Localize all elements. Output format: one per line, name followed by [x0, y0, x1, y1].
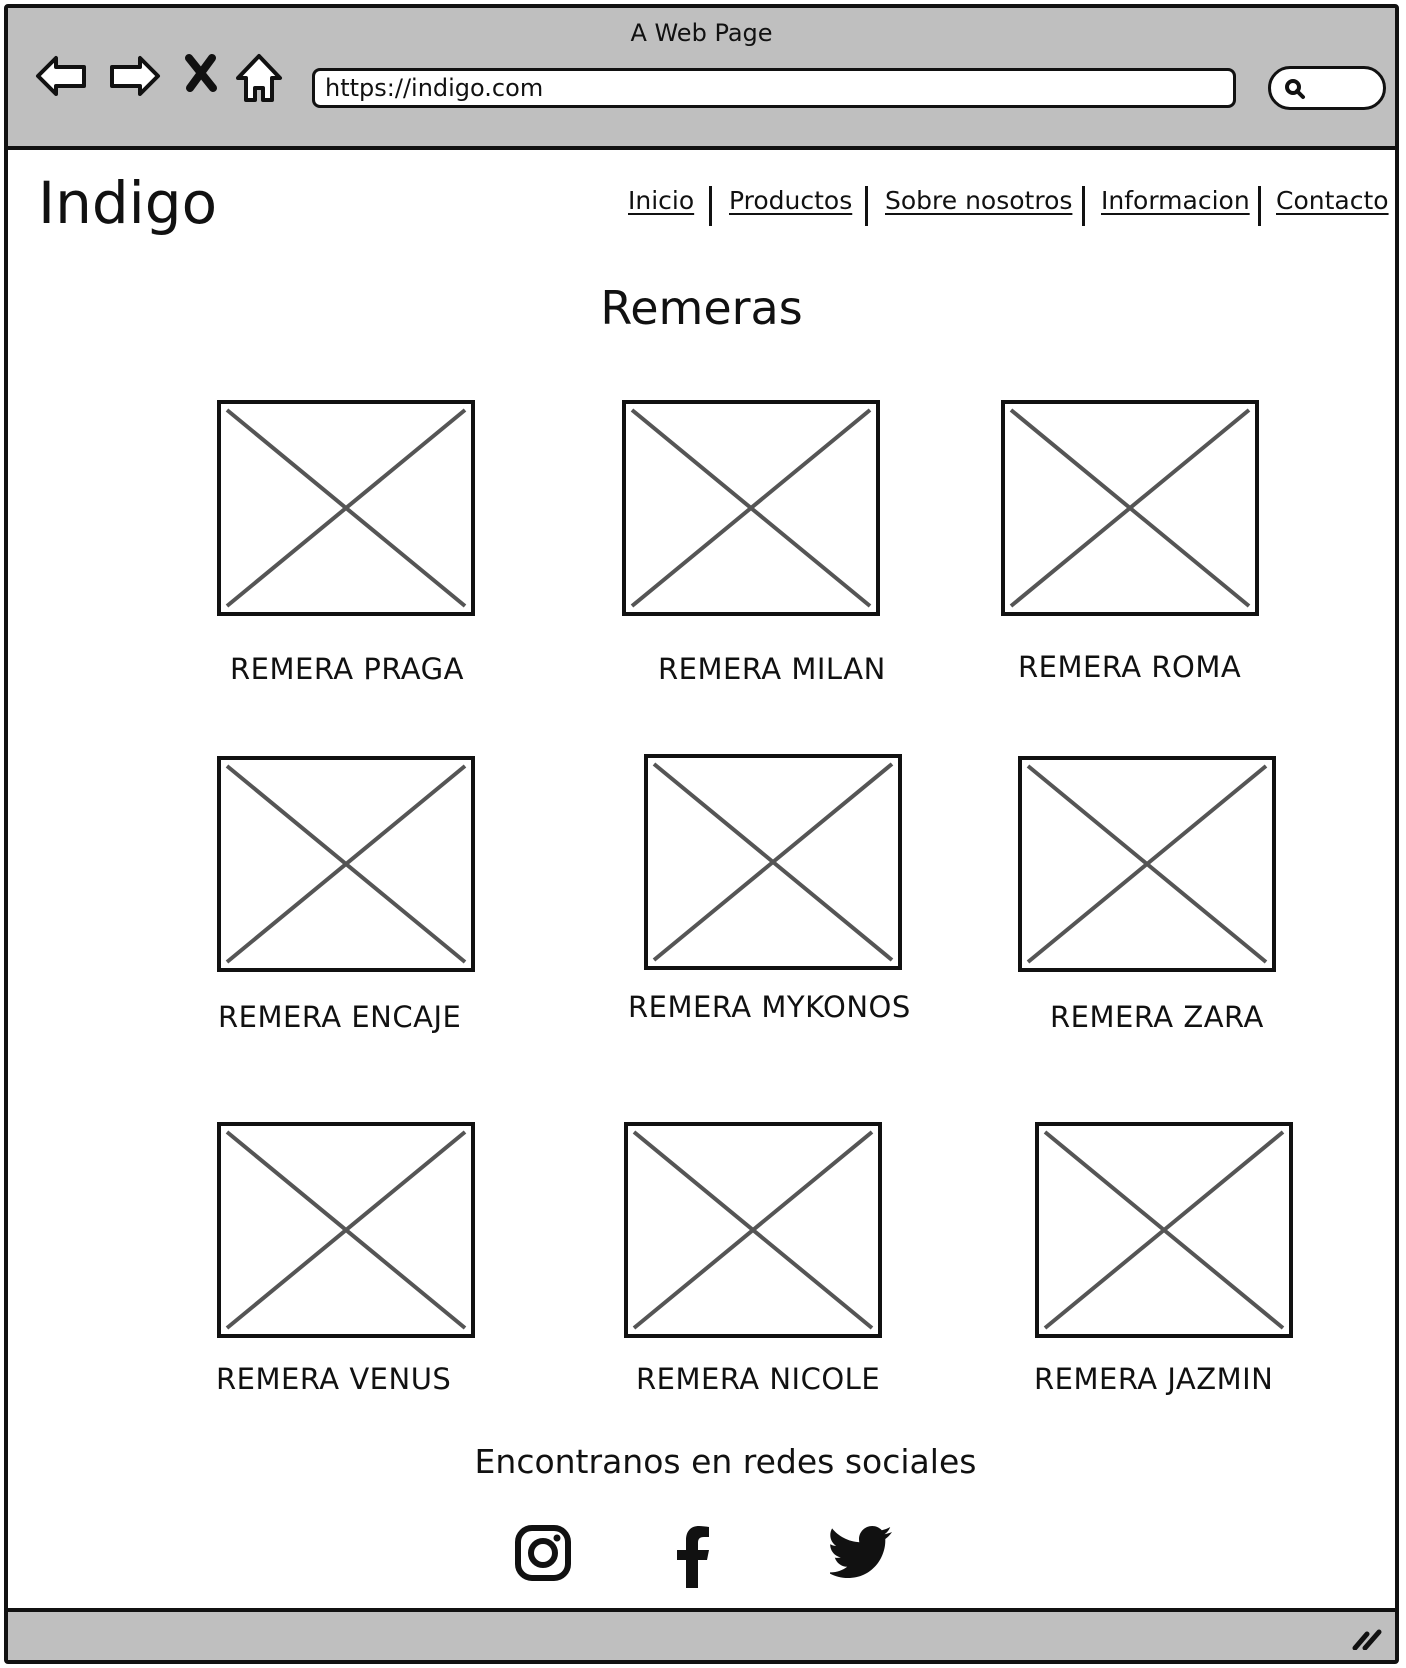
image-placeholder-icon — [630, 408, 872, 608]
product-image-placeholder[interactable] — [217, 756, 475, 972]
image-placeholder-icon — [1009, 408, 1251, 608]
instagram-icon[interactable] — [514, 1524, 572, 1582]
nav-separator — [865, 186, 868, 226]
nav-link-productos[interactable]: Productos — [729, 186, 853, 215]
browser-search-box[interactable] — [1268, 66, 1386, 110]
image-placeholder-icon — [225, 1130, 467, 1330]
nav-separator — [1082, 186, 1085, 226]
product-name[interactable]: REMERA MILAN — [658, 652, 886, 686]
site-logo[interactable]: Indigo — [38, 169, 218, 237]
nav-link-informacion[interactable]: Informacion — [1101, 186, 1250, 215]
twitter-icon[interactable] — [830, 1526, 892, 1578]
nav-link-inicio[interactable]: Inicio — [628, 186, 695, 215]
facebook-icon[interactable] — [672, 1524, 712, 1588]
product-name[interactable]: REMERA MYKONOS — [628, 990, 911, 1024]
nav-separator — [709, 186, 712, 226]
product-image-placeholder[interactable] — [624, 1122, 882, 1338]
search-icon — [1285, 79, 1305, 99]
browser-window: A Web Page https://indigo.com Indigo Ini… — [4, 4, 1399, 1664]
product-name[interactable]: REMERA NICOLE — [636, 1362, 881, 1396]
product-image-placeholder[interactable] — [622, 400, 880, 616]
image-placeholder-icon — [652, 762, 894, 962]
image-placeholder-icon — [632, 1130, 874, 1330]
main-nav: Inicio Productos Sobre nosotros Informac… — [628, 186, 1389, 226]
image-placeholder-icon — [225, 764, 467, 964]
browser-chrome: A Web Page https://indigo.com — [8, 8, 1395, 150]
window-title: A Web Page — [630, 19, 773, 47]
product-name[interactable]: REMERA JAZMIN — [1034, 1362, 1274, 1396]
url-bar[interactable]: https://indigo.com — [312, 68, 1236, 108]
product-name[interactable]: REMERA ROMA — [1018, 650, 1242, 684]
browser-statusbar — [8, 1608, 1395, 1660]
social-heading: Encontranos en redes sociales — [474, 1442, 977, 1481]
product-name[interactable]: REMERA VENUS — [216, 1362, 452, 1396]
home-icon[interactable] — [234, 52, 284, 106]
product-image-placeholder[interactable] — [217, 400, 475, 616]
back-arrow-icon[interactable] — [34, 52, 90, 100]
image-placeholder-icon — [225, 408, 467, 608]
nav-link-sobre-nosotros[interactable]: Sobre nosotros — [885, 186, 1073, 215]
resize-handle-icon[interactable] — [1351, 1622, 1383, 1650]
product-name[interactable]: REMERA ENCAJE — [218, 1000, 462, 1034]
product-image-placeholder[interactable] — [1035, 1122, 1293, 1338]
nav-link-contacto[interactable]: Contacto — [1276, 186, 1389, 215]
product-name[interactable]: REMERA PRAGA — [230, 652, 464, 686]
product-name[interactable]: REMERA ZARA — [1050, 1000, 1264, 1034]
product-image-placeholder[interactable] — [217, 1122, 475, 1338]
product-image-placeholder[interactable] — [1001, 400, 1259, 616]
product-image-placeholder[interactable] — [644, 754, 902, 970]
page-title: Remeras — [600, 281, 803, 335]
nav-separator — [1258, 186, 1261, 226]
image-placeholder-icon — [1026, 764, 1268, 964]
forward-arrow-icon[interactable] — [106, 52, 162, 100]
product-image-placeholder[interactable] — [1018, 756, 1276, 972]
image-placeholder-icon — [1043, 1130, 1285, 1330]
stop-icon[interactable] — [184, 52, 220, 96]
